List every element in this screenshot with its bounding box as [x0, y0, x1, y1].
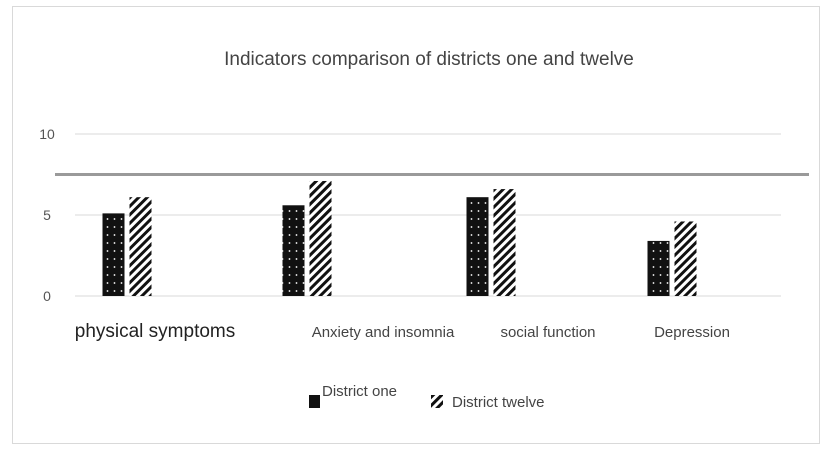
legend-item-district-twelve: District twelve — [431, 394, 545, 411]
bar-district-one — [282, 205, 305, 296]
category-label: Anxiety and insomnia — [312, 324, 455, 341]
bar-district-twelve — [129, 197, 152, 296]
chart-frame: Indicators comparison of districts one a… — [12, 6, 820, 444]
bar-district-twelve — [493, 189, 516, 296]
legend: District one District twelve — [309, 383, 545, 411]
chart-title: Indicators comparison of districts one a… — [224, 49, 634, 70]
category-labels: physical symptoms Anxiety and insomnia soc… — [75, 321, 730, 342]
bar-district-one — [647, 240, 670, 296]
legend-swatch-district-one — [309, 395, 320, 408]
category-label: physical symptoms — [75, 321, 236, 342]
legend-swatch-district-twelve — [431, 395, 443, 408]
legend-label-district-twelve: District twelve — [452, 394, 545, 411]
bar-district-twelve — [674, 221, 697, 296]
bar-district-one — [102, 213, 125, 296]
legend-item-district-one: District one — [309, 383, 397, 408]
legend-label-district-one: District one — [322, 383, 397, 400]
y-tick-label: 5 — [43, 207, 51, 223]
bar-chart: Indicators comparison of districts one a… — [39, 49, 809, 411]
category-label: social function — [500, 324, 595, 341]
y-axis-ticks: 0 5 10 — [39, 126, 55, 304]
category-label: Depression — [654, 324, 730, 341]
bar-district-twelve — [309, 180, 332, 296]
y-tick-label: 0 — [43, 288, 51, 304]
bars — [102, 180, 697, 296]
bar-district-one — [466, 197, 489, 296]
y-tick-label: 10 — [39, 126, 55, 142]
